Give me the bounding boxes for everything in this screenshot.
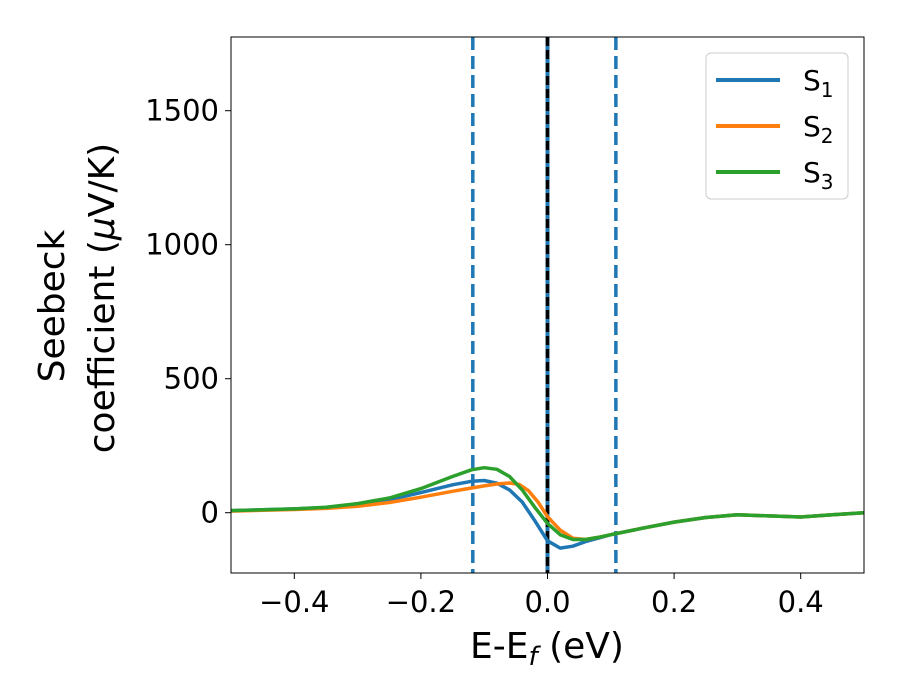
- x-tick-label: 0.4: [778, 585, 824, 619]
- axes: −0.4 −0.2 0.0 0.2 0.4 0 500 1000 1500: [145, 36, 865, 619]
- y-tick-label: 1000: [145, 228, 219, 262]
- legend-label-s2: S2: [803, 110, 834, 148]
- y-axis-title-line1: Seebeck: [32, 229, 73, 382]
- x-tick-label: 0.2: [651, 585, 697, 619]
- legend: S1 S2 S3: [705, 52, 849, 200]
- legend-label-s3: S3: [803, 156, 834, 194]
- y-axis-title-line2: coefficient (μV/K): [82, 143, 123, 453]
- x-tick-label: 0.0: [524, 585, 570, 619]
- y-tick-label: 0: [201, 496, 219, 530]
- x-tick-label: −0.4: [259, 585, 329, 619]
- x-axis-title: E-Ef (eV): [470, 626, 624, 672]
- plot-area: [231, 37, 864, 573]
- x-tick-label: −0.2: [386, 585, 456, 619]
- y-tick-label: 1500: [145, 94, 219, 128]
- y-tick-label: 500: [164, 362, 219, 396]
- legend-label-s1: S1: [803, 64, 834, 102]
- series-line-s3: [231, 465, 864, 542]
